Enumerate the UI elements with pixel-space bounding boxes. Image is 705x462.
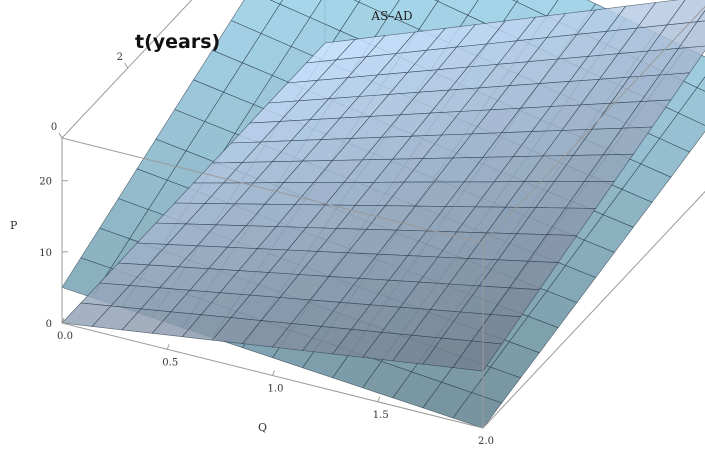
q-tick-label: 1.5 (373, 410, 389, 421)
q-axis-label: Q (258, 421, 267, 434)
p-tick-label: 0 (46, 319, 52, 330)
surface-cell (696, 76, 705, 92)
t-tick (58, 132, 63, 139)
surface-cell (452, 340, 503, 372)
chart-title: AS–AD (370, 9, 412, 23)
axis-ticks: 0.00.51.01.52.00246801020 (39, 52, 494, 447)
q-tick-label: 1.0 (268, 384, 284, 395)
t-axis-label: t(years) (135, 31, 220, 53)
q-tick (377, 396, 381, 402)
p-tick-label: 10 (39, 248, 52, 259)
q-tick (166, 344, 170, 350)
q-tick (272, 370, 275, 376)
q-tick-label: 0.0 (57, 331, 73, 342)
p-tick-label: 20 (39, 177, 52, 188)
box-edge (482, 5, 705, 244)
q-tick (61, 317, 65, 324)
box-edge (61, 137, 484, 244)
surface-2 (61, 0, 705, 372)
box-edge (61, 0, 193, 139)
surfaces (61, 0, 705, 429)
p-axis-label: P (10, 219, 18, 232)
t-tick-label: 0 (51, 122, 57, 133)
surface-cell (696, 10, 705, 23)
q-tick-label: 0.5 (162, 357, 178, 368)
t-tick-label: 2 (117, 52, 123, 63)
box-edge (482, 190, 705, 429)
bounding-box-front (61, 5, 705, 429)
t-tick (124, 62, 129, 69)
q-tick-label: 2.0 (478, 436, 494, 447)
q-tick (482, 422, 486, 429)
surface-cell (452, 392, 503, 429)
